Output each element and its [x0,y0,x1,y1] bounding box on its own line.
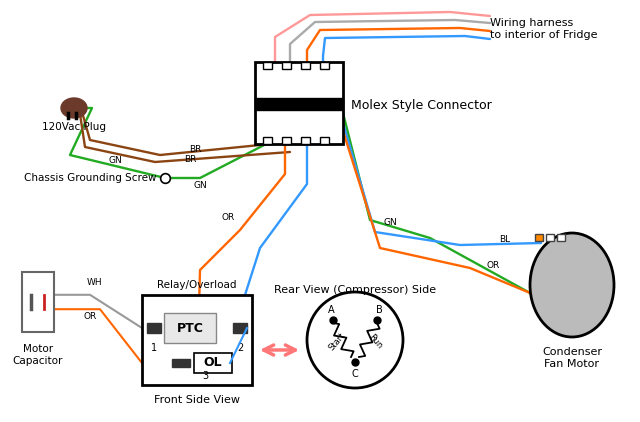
Text: Wiring harness
to interior of Fridge: Wiring harness to interior of Fridge [490,18,598,40]
Text: Relay/Overload: Relay/Overload [157,280,237,290]
Bar [546,234,554,241]
Text: BR: BR [189,145,201,154]
Text: Rear View (Compressor) Side: Rear View (Compressor) Side [274,285,436,295]
Bar [282,62,291,69]
Bar [172,359,190,367]
Bar [301,137,310,144]
Text: A: A [328,305,334,315]
Bar [147,323,161,333]
Text: 3: 3 [202,371,208,381]
Bar [263,137,272,144]
Bar [301,62,310,69]
Text: Condenser
Fan Motor: Condenser Fan Motor [542,347,602,368]
Text: WH: WH [87,278,103,287]
Text: PTC: PTC [177,322,204,335]
Bar [255,98,343,110]
Text: Run: Run [366,333,383,351]
Text: Motor
Capacitor: Motor Capacitor [13,344,63,365]
Text: Front Side View: Front Side View [154,395,240,405]
Text: C: C [351,369,358,379]
Bar [557,234,565,241]
Text: GN: GN [108,156,122,165]
Bar [233,323,247,333]
Circle shape [307,292,403,388]
Bar [282,137,291,144]
Text: GN: GN [193,181,207,190]
Text: Molex Style Connector: Molex Style Connector [351,98,492,111]
Text: Start: Start [327,331,347,353]
Text: OL: OL [204,357,222,370]
Bar [263,62,272,69]
Text: BR: BR [184,155,196,164]
Ellipse shape [61,98,87,118]
Text: Chassis Grounding Screw: Chassis Grounding Screw [24,173,157,183]
Text: OR: OR [221,213,235,222]
Ellipse shape [530,233,614,337]
Text: 2: 2 [237,343,243,353]
Text: OR: OR [486,261,500,270]
Bar [255,62,343,144]
Text: OR: OR [83,312,97,321]
Text: BL: BL [499,235,511,244]
Bar [535,234,543,241]
Text: GN: GN [383,218,397,227]
Bar [22,272,54,332]
Text: 1: 1 [151,343,157,353]
Bar [142,295,252,385]
Text: B: B [376,305,382,315]
Bar [320,62,329,69]
Bar [164,313,216,343]
Text: 120Vac Plug: 120Vac Plug [42,122,106,132]
Bar [194,353,232,373]
Bar [320,137,329,144]
